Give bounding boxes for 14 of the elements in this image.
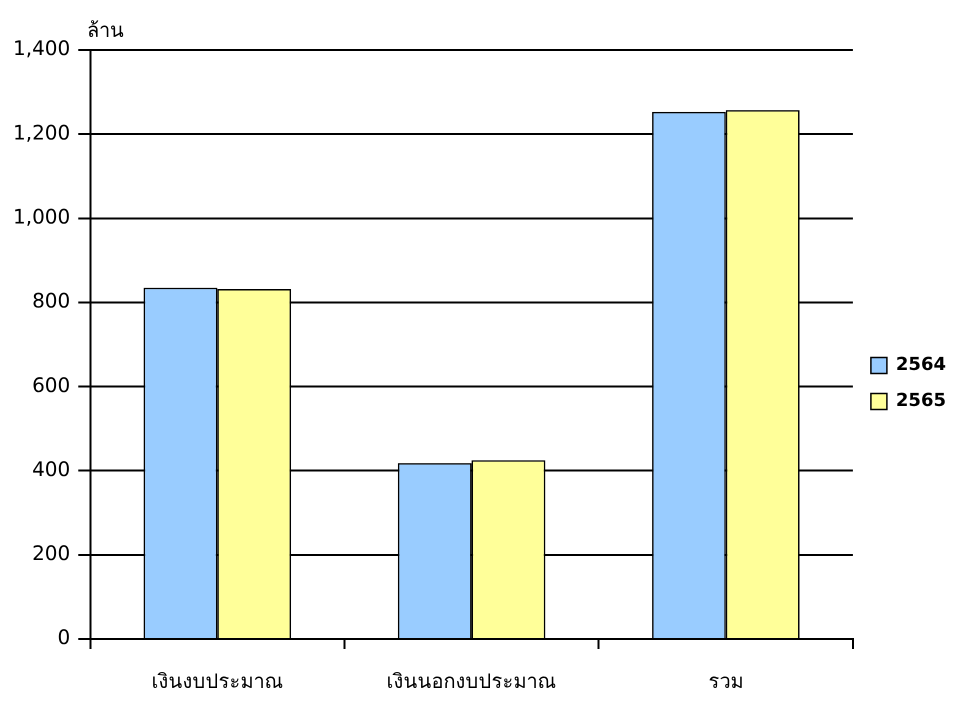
y-tick-label: 0 <box>58 625 70 650</box>
y-tick-label: 200 <box>32 541 70 566</box>
y-tick-label: 1,000 <box>12 204 70 228</box>
legend-label: 2565 <box>896 390 946 412</box>
y-tick-label: 400 <box>32 456 70 481</box>
y-axis-title: ล้าน <box>86 18 124 42</box>
y-tick-label: 800 <box>32 288 70 313</box>
y-tick-label: 1,200 <box>12 120 70 144</box>
legend-label: 2564 <box>896 354 946 376</box>
x-tick-label: รวม <box>708 669 744 694</box>
x-tick-label: เงินนอกงบประมาณ <box>386 669 557 694</box>
y-tick-label: 600 <box>32 372 70 397</box>
x-tick-label: เงินงบประมาณ <box>151 669 284 694</box>
y-tick-label: 1,400 <box>12 36 70 60</box>
